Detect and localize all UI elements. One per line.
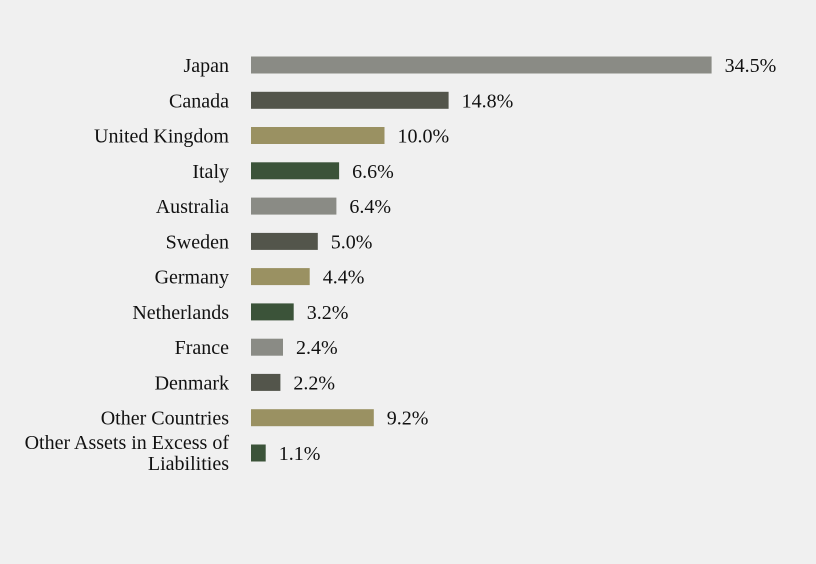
category-label-10: Other Countries xyxy=(101,408,230,430)
value-label-8: 2.4% xyxy=(296,337,338,359)
bar-group xyxy=(251,56,712,462)
bar-5 xyxy=(251,232,318,250)
category-label-4: Australia xyxy=(156,196,229,218)
value-label-4: 6.4% xyxy=(349,196,391,218)
bar-8 xyxy=(251,338,283,356)
bar-11 xyxy=(251,444,266,462)
category-label-2: United Kingdom xyxy=(94,126,229,148)
category-label-8: France xyxy=(175,337,230,359)
category-label-0: Japan xyxy=(183,55,229,77)
bar-0 xyxy=(251,56,712,74)
bar-10 xyxy=(251,409,374,427)
bar-2 xyxy=(251,127,385,144)
bar-7 xyxy=(251,303,294,321)
value-label-3: 6.6% xyxy=(352,161,394,183)
value-label-10: 9.2% xyxy=(387,408,429,430)
value-label-1: 14.8% xyxy=(462,90,514,112)
bar-3 xyxy=(251,162,340,180)
category-label-group: Japan Canada United Kingdom Italy Australia S… xyxy=(25,55,230,475)
value-label-2: 10.0% xyxy=(398,126,450,148)
category-label-7: Netherlands xyxy=(132,302,229,324)
value-label-11: 1.1% xyxy=(279,443,321,465)
category-label-9: Denmark xyxy=(155,372,229,394)
bar-4 xyxy=(251,197,337,215)
category-label-3: Italy xyxy=(192,161,229,183)
category-label-11: Other Assets in Excess of Liabilities xyxy=(25,432,230,475)
value-label-group: 34.5% 14.8% 10.0%6.6% 6.4% 5.0% 4.4% 3.2% 2.4% 2… xyxy=(279,55,777,465)
value-label-0: 34.5% xyxy=(725,55,777,77)
value-label-9: 2.2% xyxy=(293,372,335,394)
category-label-6: Germany xyxy=(155,267,229,289)
bar-1 xyxy=(251,91,449,109)
bar-6 xyxy=(251,268,310,286)
category-label-1: Canada xyxy=(169,90,229,112)
value-label-7: 3.2% xyxy=(307,302,349,324)
bar-9 xyxy=(251,373,281,391)
category-label-5: Sweden xyxy=(166,231,229,253)
value-label-5: 5.0% xyxy=(331,231,373,253)
value-label-6: 4.4% xyxy=(323,267,365,289)
